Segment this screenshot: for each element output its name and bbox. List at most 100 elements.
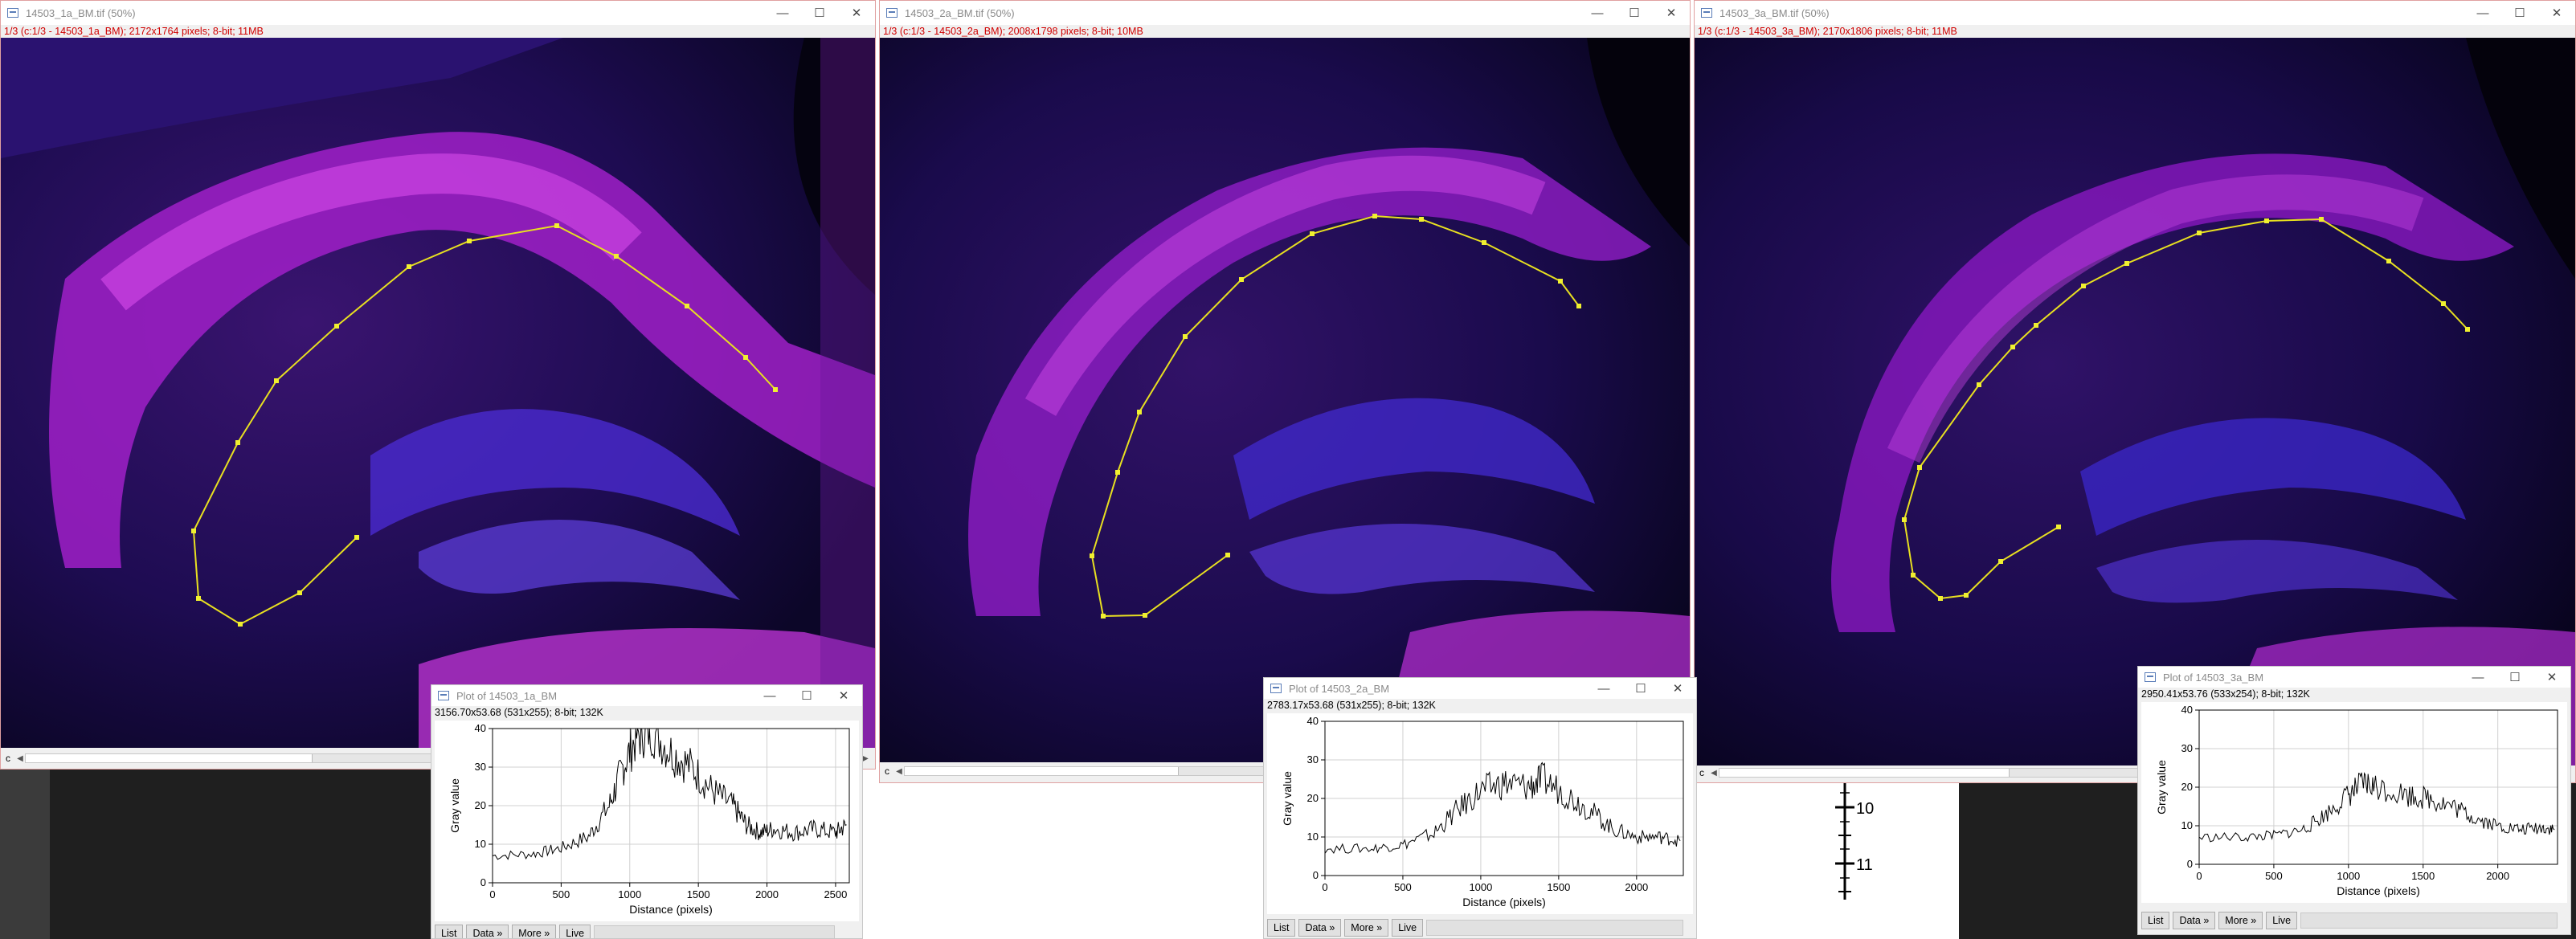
live-button[interactable]: Live bbox=[559, 925, 591, 938]
image-canvas[interactable] bbox=[1, 38, 875, 748]
plot-window-2[interactable]: Plot of 14503_2a_BM — ☐ ✕ 2783.17x53.68 … bbox=[1263, 677, 1697, 939]
minimize-button[interactable]: — bbox=[763, 688, 776, 703]
title-bar[interactable]: Plot of 14503_1a_BM — ☐ ✕ bbox=[431, 685, 862, 706]
y-tick-label: 0 bbox=[480, 876, 486, 888]
data-button[interactable]: Data » bbox=[466, 925, 509, 938]
title-bar[interactable]: 14503_3a_BM.tif (50%) — ☐ ✕ bbox=[1695, 1, 2575, 25]
y-tick-label: 20 bbox=[1307, 792, 1319, 804]
imagej-window-icon bbox=[438, 691, 449, 700]
plot-canvas[interactable]: 0 500 1000 1500 2000 0 10 20 30 40 Distance (pixel… bbox=[1267, 713, 1693, 914]
window-title: Plot of 14503_3a_BM bbox=[2163, 671, 2264, 684]
y-tick-label: 0 bbox=[1313, 869, 1319, 881]
image-info: 1/3 (c:1/3 - 14503_2a_BM); 2008x1798 pix… bbox=[883, 26, 1143, 37]
minimize-button[interactable]: — bbox=[776, 6, 789, 20]
image-window-1[interactable]: 14503_1a_BM.tif (50%) — ☐ ✕ 1/3 (c:1/3 -… bbox=[0, 0, 876, 770]
more-button[interactable]: More » bbox=[512, 925, 557, 938]
y-axis-label: Gray value bbox=[1281, 771, 1294, 826]
plot-border bbox=[1324, 721, 1684, 876]
ruler-label: 11 bbox=[1856, 856, 1873, 874]
image-window-3[interactable]: 14503_3a_BM.tif (50%) — ☐ ✕ 1/3 (c:1/3 -… bbox=[1694, 0, 2576, 783]
y-tick-label: 40 bbox=[2181, 704, 2193, 716]
desktop-background bbox=[0, 768, 432, 939]
plot-window-3[interactable]: Plot of 14503_3a_BM — ☐ ✕ 2950.41x53.76 … bbox=[2137, 666, 2571, 935]
status-bar bbox=[594, 925, 836, 938]
status-bar bbox=[1426, 920, 1684, 936]
image-canvas[interactable] bbox=[1695, 38, 2575, 765]
close-button[interactable]: ✕ bbox=[2551, 6, 2562, 20]
more-button[interactable]: More » bbox=[2218, 912, 2263, 929]
x-tick-label: 500 bbox=[553, 888, 570, 900]
y-tick-label: 20 bbox=[2181, 781, 2193, 793]
x-tick-label: 1000 bbox=[1469, 881, 1492, 893]
imagej-window-icon bbox=[1701, 8, 1712, 18]
title-bar[interactable]: 14503_2a_BM.tif (50%) — ☐ ✕ bbox=[880, 1, 1690, 25]
x-tick-label: 500 bbox=[1394, 881, 1412, 893]
x-tick-label: 0 bbox=[2196, 870, 2202, 882]
x-tick-label: 2500 bbox=[824, 888, 847, 900]
channel-label: c bbox=[1699, 767, 1704, 778]
close-button[interactable]: ✕ bbox=[1672, 682, 1683, 696]
maximize-button[interactable]: ☐ bbox=[1629, 6, 1640, 20]
imagej-window-icon bbox=[7, 8, 18, 18]
x-tick-label: 1500 bbox=[687, 888, 710, 900]
roi-polyline[interactable] bbox=[1903, 218, 2468, 600]
maximize-button[interactable]: ☐ bbox=[801, 689, 812, 703]
maximize-button[interactable]: ☐ bbox=[1635, 682, 1646, 696]
plot-canvas[interactable]: 0 500 1000 1500 2000 0 10 20 30 40 Distance (pixel… bbox=[2141, 702, 2567, 903]
list-button[interactable]: List bbox=[435, 925, 464, 938]
close-button[interactable]: ✕ bbox=[838, 689, 849, 703]
close-button[interactable]: ✕ bbox=[1666, 6, 1677, 20]
window-title: 14503_3a_BM.tif (50%) bbox=[1719, 6, 1830, 19]
x-axis-label: Distance (pixels) bbox=[629, 903, 712, 916]
title-bar[interactable]: Plot of 14503_2a_BM — ☐ ✕ bbox=[1264, 678, 1696, 699]
minimize-button[interactable]: — bbox=[2476, 6, 2489, 20]
scroll-right-arrow-icon[interactable]: ▶ bbox=[862, 753, 869, 763]
scale-ruler: 10 11 bbox=[1835, 783, 1874, 900]
profile-line bbox=[492, 728, 847, 860]
x-tick-label: 1000 bbox=[618, 888, 641, 900]
imagej-window-icon bbox=[1270, 684, 1282, 693]
plot-button-bar: List Data » More » Live bbox=[1267, 919, 1684, 937]
live-button[interactable]: Live bbox=[2266, 912, 2298, 929]
plot-info: 2783.17x53.68 (531x255); 8-bit; 132K bbox=[1267, 700, 1436, 711]
minimize-button[interactable]: — bbox=[1597, 681, 1610, 696]
x-tick-label: 1500 bbox=[2411, 870, 2435, 882]
list-button[interactable]: List bbox=[1267, 919, 1296, 937]
minimize-button[interactable]: — bbox=[2472, 670, 2484, 684]
y-tick-label: 20 bbox=[475, 799, 486, 811]
y-tick-label: 40 bbox=[1307, 715, 1319, 727]
y-axis-label: Gray value bbox=[448, 778, 461, 833]
y-tick-label: 10 bbox=[2181, 819, 2193, 831]
image-window-2[interactable]: 14503_2a_BM.tif (50%) — ☐ ✕ 1/3 (c:1/3 -… bbox=[879, 0, 1691, 783]
scroll-left-arrow-icon[interactable]: ◀ bbox=[17, 753, 23, 763]
data-button[interactable]: Data » bbox=[2173, 912, 2216, 929]
status-bar bbox=[2300, 912, 2558, 929]
channel-label: c bbox=[6, 753, 10, 764]
profile-line bbox=[1324, 761, 1681, 855]
roi-polyline[interactable] bbox=[1090, 214, 1580, 618]
more-button[interactable]: More » bbox=[1344, 919, 1389, 937]
maximize-button[interactable]: ☐ bbox=[814, 6, 825, 20]
plot-border bbox=[492, 728, 850, 884]
live-button[interactable]: Live bbox=[1392, 919, 1424, 937]
maximize-button[interactable]: ☐ bbox=[2509, 671, 2521, 684]
x-tick-label: 500 bbox=[2265, 870, 2283, 882]
image-info: 1/3 (c:1/3 - 14503_3a_BM); 2170x1806 pix… bbox=[1698, 26, 1957, 37]
maximize-button[interactable]: ☐ bbox=[2514, 6, 2525, 20]
close-button[interactable]: ✕ bbox=[2546, 671, 2558, 684]
y-tick-label: 40 bbox=[475, 722, 486, 734]
close-button[interactable]: ✕ bbox=[851, 6, 862, 20]
list-button[interactable]: List bbox=[2141, 912, 2170, 929]
minimize-button[interactable]: — bbox=[1591, 6, 1604, 20]
desktop-background bbox=[0, 768, 50, 939]
scroll-left-arrow-icon[interactable]: ◀ bbox=[1711, 768, 1717, 778]
x-tick-label: 0 bbox=[489, 888, 495, 900]
image-canvas[interactable] bbox=[880, 38, 1690, 762]
title-bar[interactable]: 14503_1a_BM.tif (50%) — ☐ ✕ bbox=[1, 1, 875, 25]
data-button[interactable]: Data » bbox=[1298, 919, 1342, 937]
plot-canvas[interactable]: 0 500 1000 1500 2000 2500 0 10 20 30 40 Distance (p… bbox=[435, 721, 859, 921]
scroll-left-arrow-icon[interactable]: ◀ bbox=[896, 766, 902, 776]
y-tick-label: 0 bbox=[2187, 858, 2193, 870]
title-bar[interactable]: Plot of 14503_3a_BM — ☐ ✕ bbox=[2138, 667, 2570, 688]
plot-window-1[interactable]: Plot of 14503_1a_BM — ☐ ✕ 3156.70x53.68 … bbox=[431, 684, 863, 939]
